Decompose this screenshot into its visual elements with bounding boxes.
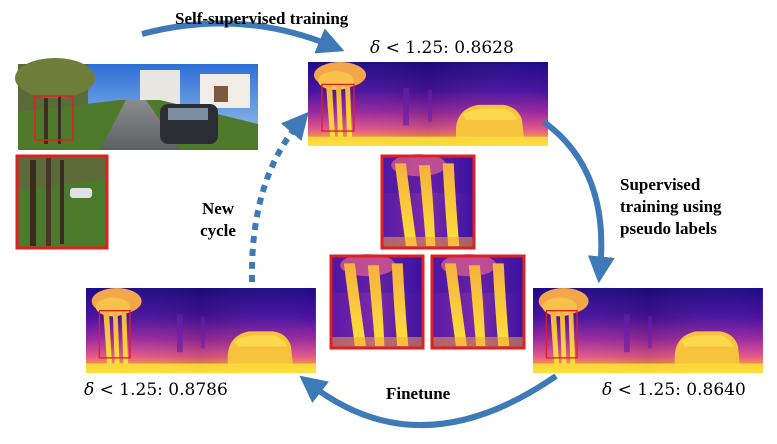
label-self-supervised: Self-supervised training bbox=[175, 9, 349, 28]
label-new-cycle-line-1: New bbox=[201, 199, 235, 218]
rgb-input-image bbox=[15, 58, 258, 150]
label-supervised-line-3: pseudo labels bbox=[620, 219, 717, 238]
metric-left-value: < 1.25: 0.8786 bbox=[94, 380, 228, 400]
label-finetune: Finetune bbox=[386, 384, 451, 403]
depth-crop-bottom-right bbox=[430, 254, 526, 350]
label-supervised-line-2: training using bbox=[620, 197, 722, 216]
label-supervised-line-1: Supervised bbox=[620, 175, 701, 194]
metric-right-value: < 1.25: 0.8640 bbox=[612, 380, 746, 400]
depth-crop-bottom-left bbox=[329, 254, 425, 350]
metric-right-symbol: δ bbox=[602, 380, 613, 400]
depth-map-right bbox=[532, 287, 764, 374]
metric-top-value: < 1.25: 0.8628 bbox=[380, 38, 514, 58]
metric-top: δ < 1.25: 0.8628 bbox=[370, 38, 514, 58]
arrow-new-cycle bbox=[248, 111, 309, 283]
depth-map-top bbox=[307, 61, 549, 147]
label-supervised: Supervised training using pseudo labels bbox=[620, 174, 722, 240]
arrow-finetune bbox=[299, 373, 558, 429]
metric-right: δ < 1.25: 0.8640 bbox=[602, 380, 746, 400]
depth-crop-top bbox=[380, 154, 476, 250]
depth-map-left bbox=[85, 287, 317, 374]
metric-top-symbol: δ bbox=[370, 38, 381, 58]
label-new-cycle-line-2: cycle bbox=[200, 221, 236, 240]
metric-left: δ < 1.25: 0.8786 bbox=[84, 380, 228, 400]
metric-left-symbol: δ bbox=[84, 380, 95, 400]
rgb-crop bbox=[15, 154, 109, 250]
arrow-self-supervised bbox=[141, 20, 345, 54]
arrow-supervised bbox=[542, 119, 615, 284]
label-new-cycle: New cycle bbox=[193, 198, 243, 242]
